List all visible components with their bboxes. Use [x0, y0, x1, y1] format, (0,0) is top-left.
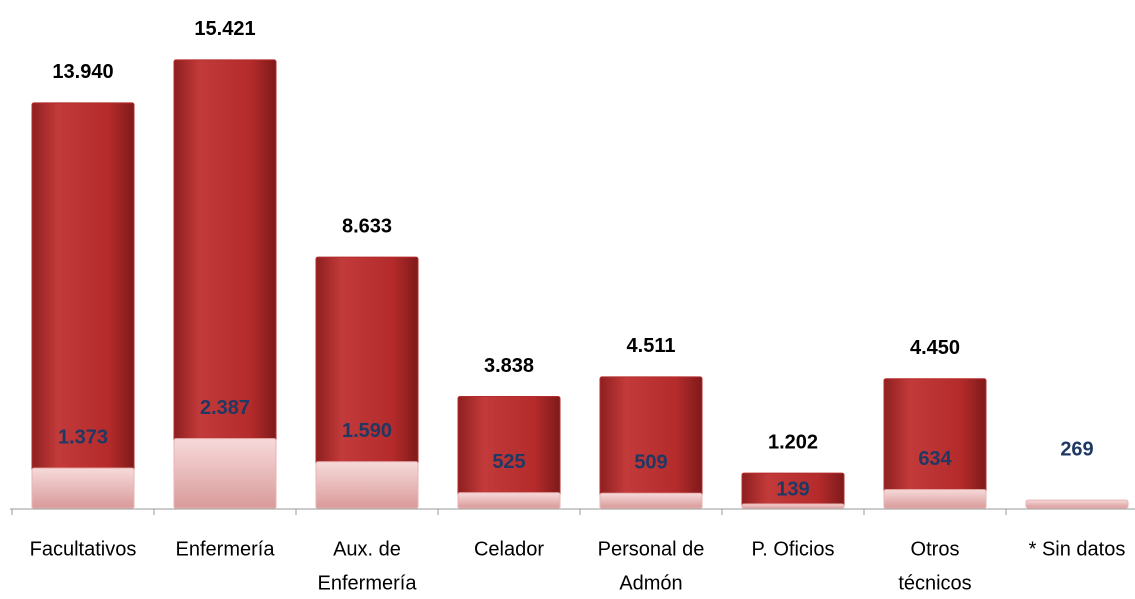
bar — [599, 376, 703, 509]
value-label: 139 — [776, 478, 809, 500]
value-label: 4.450 — [910, 337, 960, 359]
value-label: 4.511 — [627, 335, 676, 357]
bar — [741, 503, 845, 509]
bar — [315, 461, 419, 509]
x-tick-label: Personal de — [598, 538, 705, 560]
x-tick-label: Enfermería — [318, 572, 418, 594]
x-tick-label: Enfermería — [176, 538, 276, 560]
bar — [173, 438, 277, 509]
value-label: 15.421 — [194, 18, 255, 40]
x-tick-label: P. Oficios — [752, 538, 835, 560]
value-label: 1.590 — [342, 420, 392, 442]
x-tick-label: Otros — [911, 538, 960, 560]
x-tick-label: Celador — [474, 538, 544, 560]
bar — [31, 467, 135, 509]
value-label: 8.633 — [342, 215, 392, 237]
value-label: 13.940 — [52, 61, 113, 83]
x-tick-label: Admón — [619, 572, 682, 594]
x-tick-label: * Sin datos — [1029, 538, 1126, 560]
x-tick-label: Facultativos — [30, 538, 137, 560]
value-label: 269 — [1060, 438, 1093, 460]
bar — [1025, 499, 1129, 509]
value-label: 509 — [634, 451, 667, 473]
value-label: 1.202 — [768, 431, 818, 453]
value-label: 634 — [918, 448, 952, 470]
value-label: 1.373 — [58, 426, 108, 448]
value-label: 3.838 — [484, 355, 534, 377]
x-tick-label: Aux. de — [333, 538, 401, 560]
x-tick-label: técnicos — [898, 572, 971, 594]
value-label: 2.387 — [200, 397, 250, 419]
bar — [883, 489, 987, 509]
bar — [599, 492, 703, 509]
bar — [883, 378, 987, 509]
value-label: 525 — [492, 451, 525, 473]
bar — [457, 492, 561, 509]
